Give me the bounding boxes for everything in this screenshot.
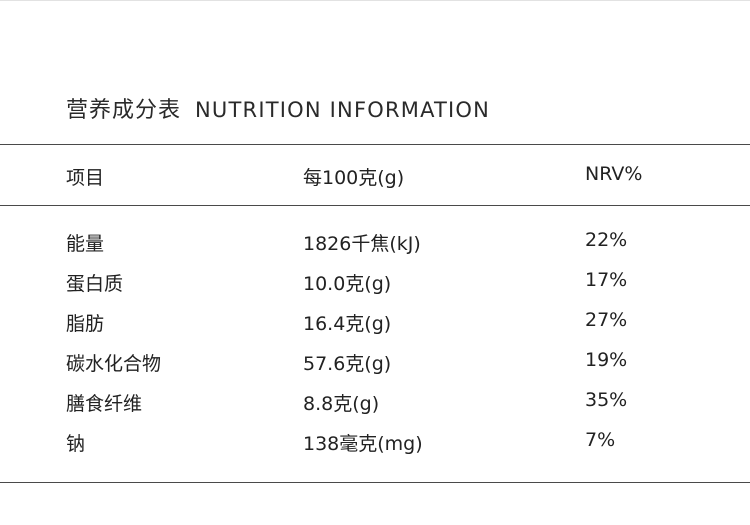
row-item: 钠 bbox=[66, 433, 86, 455]
header-top-rule bbox=[0, 144, 750, 145]
row-item: 能量 bbox=[66, 233, 105, 255]
page-title: 营养成分表 NUTRITION INFORMATION bbox=[66, 92, 490, 124]
row-amount: 16.4克(g) bbox=[303, 313, 392, 335]
row-nrv: 35% bbox=[585, 389, 628, 411]
row-nrv: 22% bbox=[585, 229, 628, 251]
row-amount: 57.6克(g) bbox=[303, 353, 392, 375]
row-nrv: 19% bbox=[585, 349, 628, 371]
header-item: 项目 bbox=[66, 167, 105, 189]
title-en: NUTRITION INFORMATION bbox=[195, 98, 491, 122]
header-bottom-rule bbox=[0, 205, 750, 206]
row-amount: 8.8克(g) bbox=[303, 393, 380, 415]
row-item: 脂肪 bbox=[66, 313, 105, 335]
row-amount: 1826千焦(kJ) bbox=[303, 233, 421, 255]
row-item: 膳食纤维 bbox=[66, 393, 143, 415]
row-item: 碳水化合物 bbox=[66, 353, 162, 375]
row-amount: 10.0克(g) bbox=[303, 273, 392, 295]
row-nrv: 17% bbox=[585, 269, 628, 291]
row-nrv: 7% bbox=[585, 429, 616, 451]
row-item: 蛋白质 bbox=[66, 273, 124, 295]
top-divider bbox=[0, 0, 750, 1]
header-nrv: NRV% bbox=[585, 163, 643, 185]
row-amount: 138毫克(mg) bbox=[303, 433, 423, 455]
header-per-100g: 每100克(g) bbox=[303, 167, 405, 189]
title-zh: 营养成分表 bbox=[66, 98, 182, 123]
row-nrv: 27% bbox=[585, 309, 628, 331]
table-bottom-rule bbox=[0, 482, 750, 483]
